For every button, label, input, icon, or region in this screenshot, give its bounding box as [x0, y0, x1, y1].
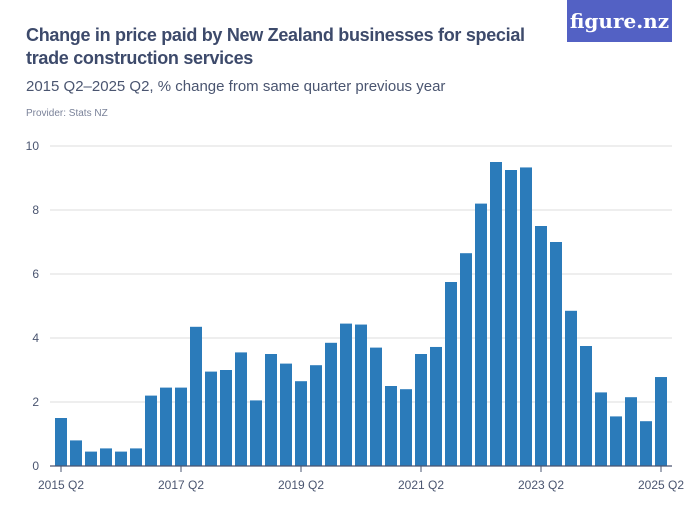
bar: [130, 448, 142, 466]
bar: [565, 310, 577, 466]
bar: [115, 451, 127, 466]
y-tick-label: 6: [32, 267, 39, 281]
bar: [400, 389, 412, 466]
bar: [310, 365, 322, 466]
bar: [85, 451, 97, 466]
y-tick-label: 4: [32, 331, 39, 345]
y-tick-label: 0: [32, 459, 39, 473]
y-tick-label: 8: [32, 203, 39, 217]
bar: [655, 377, 667, 466]
x-tick-label: 2023 Q2: [518, 478, 564, 492]
bar: [100, 448, 112, 466]
bar: [175, 387, 187, 466]
bar: [430, 346, 442, 466]
bar: [190, 326, 202, 466]
x-tick-label: 2021 Q2: [398, 478, 444, 492]
bar: [385, 386, 397, 466]
bar: [295, 381, 307, 466]
bar: [460, 253, 472, 466]
bar: [235, 352, 247, 466]
figure-nz-logo[interactable]: figure.nz: [567, 0, 672, 42]
bar: [445, 282, 457, 466]
y-tick-label: 2: [32, 395, 39, 409]
bar: [535, 226, 547, 466]
x-tick-label: 2019 Q2: [278, 478, 324, 492]
bar: [280, 363, 292, 466]
bar: [475, 203, 487, 466]
bar: [625, 397, 637, 466]
bar: [70, 440, 82, 466]
bar: [220, 370, 232, 466]
bar: [265, 354, 277, 466]
bar: [205, 371, 217, 466]
bar: [250, 400, 262, 466]
x-tick-label: 2015 Q2: [38, 478, 84, 492]
chart-title: Change in price paid by New Zealand busi…: [26, 25, 525, 68]
bar: [580, 346, 592, 466]
bar: [550, 242, 562, 466]
bar: [610, 416, 622, 466]
bar: [490, 162, 502, 466]
bar: [370, 347, 382, 466]
bar: [145, 395, 157, 466]
bar: [355, 324, 367, 466]
bar: [325, 342, 337, 466]
provider-label: Provider: Stats NZ: [26, 108, 108, 119]
bar: [160, 387, 172, 466]
bar: [415, 354, 427, 466]
x-tick-label: 2025 Q2: [638, 478, 684, 492]
bar: [55, 418, 67, 466]
y-tick-label: 10: [26, 139, 40, 153]
chart-subtitle: 2015 Q2–2025 Q2, % change from same quar…: [26, 78, 446, 95]
bar: [520, 167, 532, 466]
bar: [505, 170, 517, 466]
bar: [640, 421, 652, 466]
bar: [595, 392, 607, 466]
bar: [340, 323, 352, 466]
x-tick-label: 2017 Q2: [158, 478, 204, 492]
logo-text: figure.nz: [569, 9, 670, 33]
